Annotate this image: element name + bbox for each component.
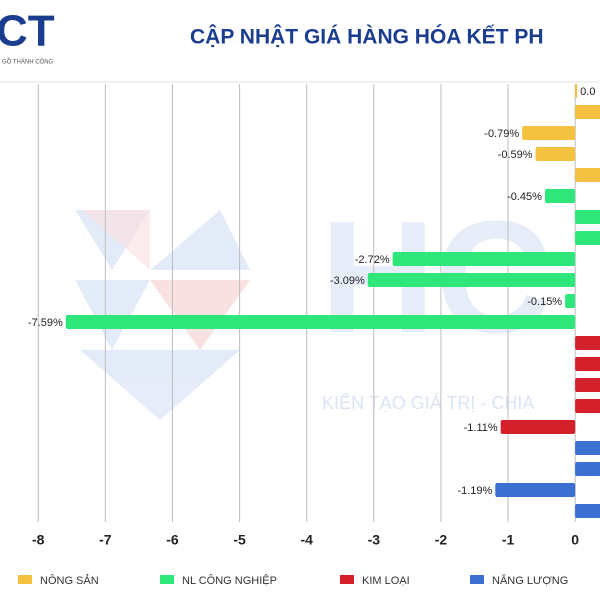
value-label: -1.11%	[464, 422, 498, 434]
legend-label: NL CÔNG NGHIỆP	[182, 574, 277, 587]
legend-label: NĂNG LƯỢNG	[492, 574, 568, 587]
logo: CT	[0, 7, 55, 56]
bar	[535, 147, 576, 161]
value-label: -1.19%	[457, 485, 492, 497]
bar	[575, 168, 600, 182]
bar	[575, 441, 600, 455]
bar	[575, 210, 600, 224]
chart-title: CẬP NHẬT GIÁ HÀNG HÓA KẾT PH	[190, 25, 544, 49]
bar	[575, 504, 600, 518]
x-tick-label: -2	[435, 532, 448, 548]
legend-swatch	[160, 575, 174, 584]
x-tick-label: -8	[32, 532, 45, 548]
bar	[500, 420, 576, 434]
bar	[575, 378, 600, 392]
x-tick-label: -1	[502, 532, 515, 548]
bar	[565, 294, 576, 308]
watermark	[75, 210, 250, 420]
x-tick-label: -7	[99, 532, 112, 548]
bar	[575, 399, 600, 413]
bar	[522, 126, 576, 140]
bar	[575, 231, 600, 245]
x-tick-label: -6	[166, 532, 179, 548]
value-label: 0.0	[580, 86, 595, 98]
x-tick-label: -5	[233, 532, 246, 548]
value-label: -3.09%	[330, 275, 365, 287]
bar	[575, 462, 600, 476]
bar	[575, 357, 600, 371]
bar	[392, 252, 576, 266]
value-label: -0.15%	[527, 296, 562, 308]
legend-swatch	[18, 575, 32, 584]
logo-tagline: GỖ THÀNH CÔNG	[2, 59, 54, 66]
legend-swatch	[340, 575, 354, 584]
bar	[65, 315, 576, 329]
legend-label: NÔNG SẢN	[40, 574, 99, 587]
value-label: -0.45%	[507, 191, 542, 203]
x-tick-label: -4	[300, 532, 313, 548]
value-label: -2.72%	[355, 254, 390, 266]
watermark-slogan: KIẾN TẠO GIÁ TRỊ - CHIA	[322, 392, 534, 413]
bar	[544, 189, 576, 203]
value-label: -7.59%	[28, 317, 63, 329]
legend-label: KIM LOẠI	[362, 575, 410, 587]
value-label: -0.79%	[484, 128, 519, 140]
bar	[575, 336, 600, 350]
bar	[367, 273, 576, 287]
value-label: -0.59%	[498, 149, 533, 161]
bar	[575, 84, 578, 98]
x-tick-label: -3	[368, 532, 381, 548]
bar	[575, 105, 600, 119]
bar	[495, 483, 576, 497]
legend-swatch	[470, 575, 484, 584]
x-tick-label: 0	[571, 532, 579, 548]
